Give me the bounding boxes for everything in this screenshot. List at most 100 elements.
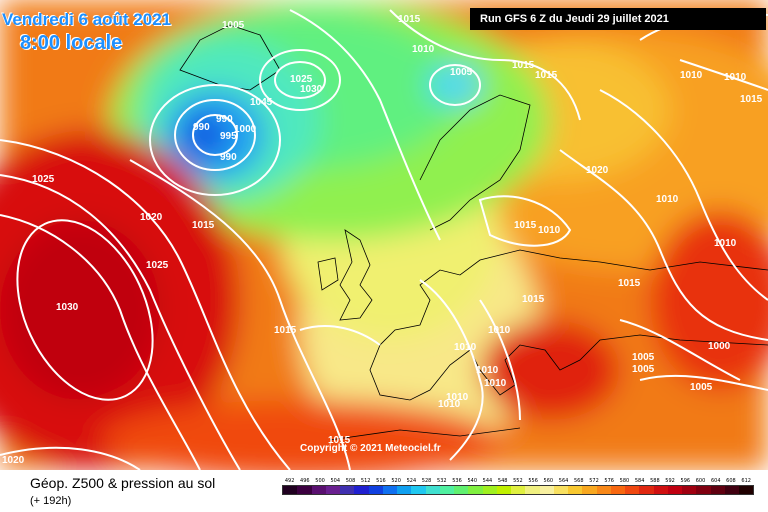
scale-swatch <box>568 486 583 494</box>
scale-label: 568 <box>573 478 584 484</box>
pressure-label: 1020 <box>140 212 163 223</box>
pressure-label: 1015 <box>328 435 351 446</box>
scale-label: 524 <box>406 478 417 484</box>
lead-time: (+ 192h) <box>30 495 72 507</box>
copyright: Copyright © 2021 Meteociel.fr <box>300 443 441 454</box>
scale-label: 572 <box>589 478 599 484</box>
scale-swatch <box>297 486 312 494</box>
scale-label: 600 <box>695 478 706 484</box>
scale-label: 588 <box>650 478 660 484</box>
scale-label: 532 <box>437 478 447 484</box>
pressure-label: 1005 <box>222 20 245 31</box>
pressure-label: 1015 <box>618 278 641 289</box>
pressure-label: 1045 <box>250 97 273 108</box>
scale-label: 580 <box>619 478 630 484</box>
scale-label: 516 <box>376 478 386 484</box>
scale-swatch <box>454 486 469 494</box>
scale-label: 596 <box>680 478 691 484</box>
local-time: 8:00 locale <box>20 32 123 54</box>
run-info: Run GFS 6 Z du Jeudi 29 juillet 2021 <box>470 8 766 30</box>
scale-bar <box>282 485 754 495</box>
scale-swatch <box>511 486 526 494</box>
valid-date: Vendredi 6 août 2021 <box>2 10 172 29</box>
scale-label: 528 <box>421 478 432 484</box>
pressure-label: 1030 <box>56 302 79 313</box>
pressure-label: 1015 <box>535 70 558 81</box>
scale-swatch <box>354 486 369 494</box>
scale-swatch <box>397 486 412 494</box>
pressure-label: 1010 <box>412 44 435 55</box>
scale-label: 548 <box>497 478 508 484</box>
scale-label: 492 <box>284 478 295 484</box>
pressure-label: 1010 <box>724 72 747 83</box>
scale-label: 512 <box>360 478 371 484</box>
pressure-label: 1010 <box>680 70 703 81</box>
scale-swatch <box>553 486 568 494</box>
scale-label: 500 <box>315 478 325 484</box>
pressure-label: 1010 <box>454 342 477 353</box>
scale-label: 520 <box>391 478 401 484</box>
scale-swatch <box>596 486 611 494</box>
scale-label: 556 <box>528 478 538 484</box>
scale-swatch <box>639 486 654 494</box>
scale-label: 540 <box>467 478 477 484</box>
pressure-label: 990 <box>216 114 233 125</box>
pressure-label: 1000 <box>234 124 257 135</box>
scale-swatch <box>482 486 497 494</box>
pressure-label: 1020 <box>586 165 609 176</box>
scale-label: 504 <box>330 478 341 484</box>
pressure-label: 1010 <box>538 225 561 236</box>
scale-swatch <box>582 486 597 494</box>
pressure-label: 1025 <box>32 174 55 185</box>
scale-swatch <box>667 486 682 494</box>
pressure-label: 1005 <box>632 352 655 363</box>
scale-label: 584 <box>634 478 645 484</box>
pressure-label: 1010 <box>488 325 511 336</box>
geopotential-field <box>0 0 768 470</box>
scale-label: 560 <box>543 478 554 484</box>
pressure-label: 1015 <box>512 60 535 71</box>
pressure-label: 1015 <box>740 94 763 105</box>
pressure-label: 1015 <box>398 14 421 25</box>
pressure-labels: 1005 1015 1010 1005 1015 1015 1010 1010 … <box>2 14 763 466</box>
scale-swatch <box>496 486 511 494</box>
scale-swatch <box>439 486 454 494</box>
scale-label: 576 <box>604 478 614 484</box>
scale-swatch <box>610 486 625 494</box>
pressure-label: 1015 <box>522 294 545 305</box>
field-name: Géop. Z500 & pression au sol <box>30 475 216 491</box>
pressure-label: 1015 <box>274 325 297 336</box>
pressure-label: 1000 <box>708 341 731 352</box>
pressure-label: 1030 <box>300 84 323 95</box>
scale-swatch <box>368 486 383 494</box>
pressure-label: 1020 <box>2 455 25 466</box>
color-scale: 492 496 500 504 508 512 516 520 524 528 532 536 540 5… <box>282 478 754 495</box>
pressure-label: 1010 <box>714 238 737 249</box>
pressure-label: 1010 <box>656 194 679 205</box>
scale-label: 552 <box>513 478 523 484</box>
pressure-label: 990 <box>193 122 210 133</box>
scale-swatch <box>710 486 725 494</box>
pressure-label: 1005 <box>450 67 473 78</box>
scale-label: 496 <box>300 478 310 484</box>
pressure-label: 1010 <box>446 392 469 403</box>
pressure-label: 1025 <box>290 74 313 85</box>
pressure-label: 1015 <box>192 220 215 231</box>
scale-swatch <box>340 486 355 494</box>
scale-swatch <box>382 486 397 494</box>
scale-swatch <box>468 486 483 494</box>
scale-label: 564 <box>558 478 569 484</box>
scale-swatch <box>739 486 754 494</box>
pressure-label: 1025 <box>146 260 169 271</box>
scale-label: 536 <box>452 478 462 484</box>
scale-swatch <box>411 486 426 494</box>
scale-swatch <box>696 486 711 494</box>
pressure-label: 1015 <box>514 220 537 231</box>
pressure-label: 1010 <box>484 378 507 389</box>
scale-swatch <box>283 486 298 494</box>
isobars <box>0 9 768 470</box>
weather-map: 1005 1015 1010 1005 1015 1015 1010 1010 … <box>0 0 768 470</box>
scale-label: 612 <box>741 478 751 484</box>
scale-swatch <box>325 486 340 494</box>
pressure-label: 1010 <box>438 399 461 410</box>
